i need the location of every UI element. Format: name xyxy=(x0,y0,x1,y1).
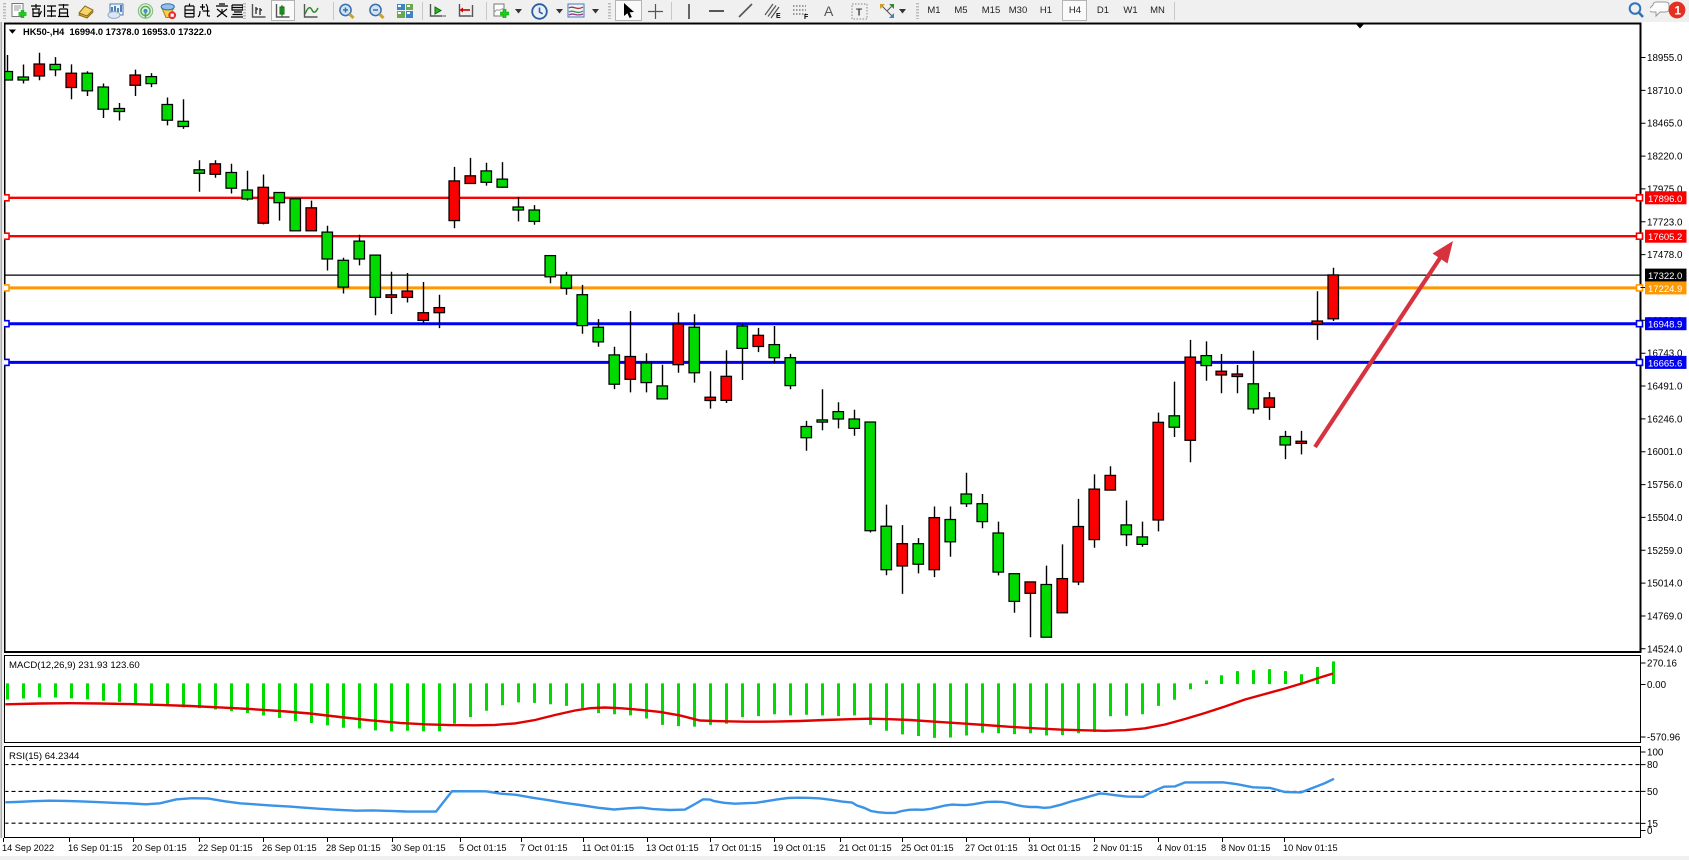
svg-text:18955.0: 18955.0 xyxy=(1647,53,1683,64)
svg-text:17896.0: 17896.0 xyxy=(1648,194,1682,205)
svg-text:MACD(12,26,9) 231.93 123.60: MACD(12,26,9) 231.93 123.60 xyxy=(9,660,140,671)
svg-text:2 Nov 01:15: 2 Nov 01:15 xyxy=(1093,843,1143,853)
svg-text:4 Nov 01:15: 4 Nov 01:15 xyxy=(1157,843,1207,853)
svg-text:10 Nov 01:15: 10 Nov 01:15 xyxy=(1283,843,1338,853)
svg-text:16491.0: 16491.0 xyxy=(1647,382,1683,393)
svg-text:T: T xyxy=(856,8,862,19)
svg-text:13 Oct 01:15: 13 Oct 01:15 xyxy=(646,843,699,853)
svg-text:17 Oct 01:15: 17 Oct 01:15 xyxy=(709,843,762,853)
svg-text:E: E xyxy=(776,13,781,20)
svg-text:16743.0: 16743.0 xyxy=(1647,349,1683,360)
svg-text:26 Sep 01:15: 26 Sep 01:15 xyxy=(262,843,317,853)
svg-text:80: 80 xyxy=(1647,760,1658,771)
svg-text:15014.0: 15014.0 xyxy=(1647,579,1683,590)
svg-text:30 Sep 01:15: 30 Sep 01:15 xyxy=(391,843,446,853)
svg-text:14524.0: 14524.0 xyxy=(1647,644,1683,655)
svg-text:17975.0: 17975.0 xyxy=(1647,184,1683,195)
svg-text:8 Nov 01:15: 8 Nov 01:15 xyxy=(1221,843,1271,853)
svg-text:15504.0: 15504.0 xyxy=(1647,513,1683,524)
svg-text:0.00: 0.00 xyxy=(1647,680,1667,691)
svg-text:17723.0: 17723.0 xyxy=(1647,217,1683,228)
svg-text:16001.0: 16001.0 xyxy=(1647,447,1683,458)
svg-text:16665.6: 16665.6 xyxy=(1648,358,1682,369)
svg-text:17478.0: 17478.0 xyxy=(1647,250,1683,261)
svg-text:16948.9: 16948.9 xyxy=(1648,320,1682,331)
svg-text:0: 0 xyxy=(1647,826,1653,837)
svg-text:15: 15 xyxy=(1647,819,1658,830)
svg-text:-570.96: -570.96 xyxy=(1647,733,1681,744)
svg-text:15259.0: 15259.0 xyxy=(1647,546,1683,557)
svg-text:7 Oct 01:15: 7 Oct 01:15 xyxy=(520,843,568,853)
svg-text:15756.0: 15756.0 xyxy=(1647,480,1683,491)
svg-text:18710.0: 18710.0 xyxy=(1647,86,1683,97)
svg-text:21 Oct 01:15: 21 Oct 01:15 xyxy=(839,843,892,853)
svg-text:31 Oct 01:15: 31 Oct 01:15 xyxy=(1028,843,1081,853)
svg-text:20 Sep 01:15: 20 Sep 01:15 xyxy=(132,843,187,853)
svg-text:22 Sep 01:15: 22 Sep 01:15 xyxy=(198,843,253,853)
svg-text:RSI(15) 64.2344: RSI(15) 64.2344 xyxy=(9,751,80,762)
svg-text:27 Oct 01:15: 27 Oct 01:15 xyxy=(965,843,1018,853)
svg-text:100: 100 xyxy=(1647,748,1664,759)
svg-text:25 Oct 01:15: 25 Oct 01:15 xyxy=(901,843,954,853)
svg-text:17605.2: 17605.2 xyxy=(1648,232,1682,243)
svg-text:HK50-,H4 16994.0 17378.0 1695: HK50-,H4 16994.0 17378.0 16953.0 17322.0 xyxy=(23,27,212,37)
svg-text:19 Oct 01:15: 19 Oct 01:15 xyxy=(773,843,826,853)
svg-text:14769.0: 14769.0 xyxy=(1647,612,1683,623)
svg-text:5 Oct 01:15: 5 Oct 01:15 xyxy=(459,843,507,853)
svg-text:50: 50 xyxy=(1647,787,1658,798)
svg-text:F: F xyxy=(804,14,809,20)
svg-text:11 Oct 01:15: 11 Oct 01:15 xyxy=(582,843,634,853)
svg-text:18465.0: 18465.0 xyxy=(1647,119,1683,130)
svg-text:18220.0: 18220.0 xyxy=(1647,152,1683,163)
svg-text:16246.0: 16246.0 xyxy=(1647,414,1683,425)
svg-text:28 Sep 01:15: 28 Sep 01:15 xyxy=(326,843,381,853)
svg-text:16 Sep 01:15: 16 Sep 01:15 xyxy=(68,843,123,853)
svg-text:17322.0: 17322.0 xyxy=(1648,271,1682,282)
svg-text:17224.9: 17224.9 xyxy=(1648,284,1682,295)
svg-text:14 Sep 2022: 14 Sep 2022 xyxy=(2,843,54,853)
svg-text:1: 1 xyxy=(1674,3,1681,17)
svg-text:270.16: 270.16 xyxy=(1647,659,1678,670)
